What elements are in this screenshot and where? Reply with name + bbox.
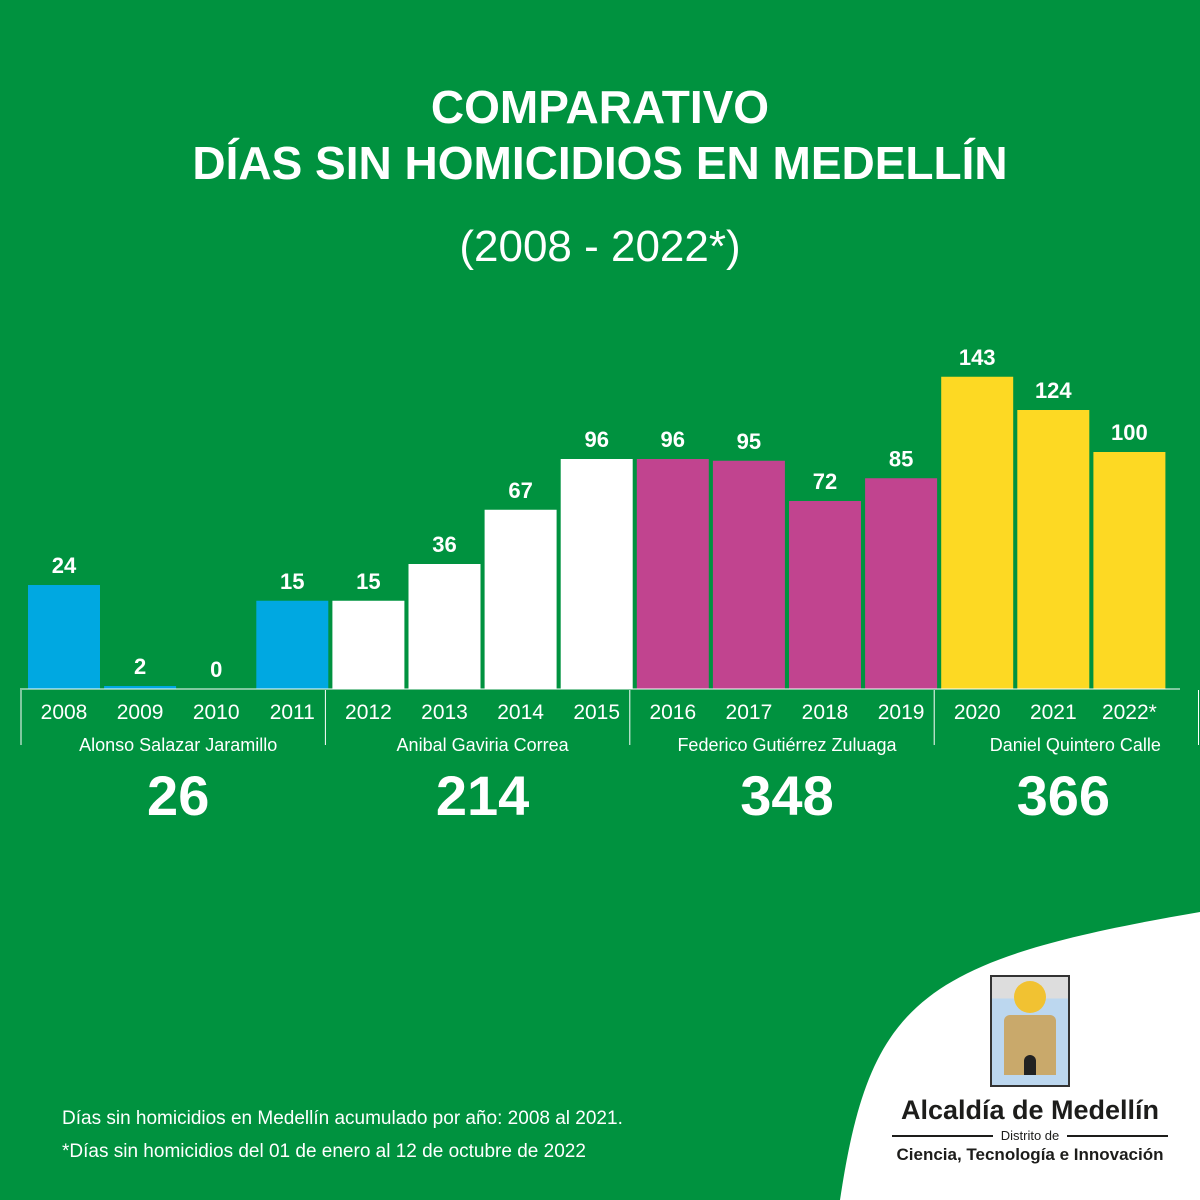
value-label: 24 xyxy=(52,553,77,578)
bar-2016 xyxy=(636,459,709,689)
value-label: 96 xyxy=(661,427,685,452)
mayor-name: Federico Gutiérrez Zuluaga xyxy=(677,735,897,755)
year-label: 2016 xyxy=(649,701,696,724)
bar-2009 xyxy=(104,686,177,689)
value-label: 15 xyxy=(280,569,304,594)
bar-2012 xyxy=(332,600,405,689)
bar-2020 xyxy=(941,376,1014,689)
bar-2014 xyxy=(484,509,557,689)
bar-2013 xyxy=(408,564,481,689)
year-label: 2009 xyxy=(117,701,164,724)
logo-line-3: Ciencia, Tecnología e Innovación xyxy=(896,1145,1164,1164)
mayor-name: Anibal Gaviria Correa xyxy=(397,735,570,755)
year-label: 2015 xyxy=(573,701,620,724)
title-line-2: DÍAS SIN HOMICIDIOS EN MEDELLÍN xyxy=(192,137,1008,189)
bar-2018 xyxy=(789,501,861,689)
value-label: 67 xyxy=(508,478,532,503)
value-label: 2 xyxy=(134,654,146,679)
logo-line-1: Alcaldía de Medellín xyxy=(900,1095,1160,1125)
value-label: 100 xyxy=(1111,420,1148,445)
bar-2015 xyxy=(560,459,633,689)
bar-chart: 24 2008 2 2009 0 2010 15 2011 Alonso Salazar Jar… xyxy=(20,345,1199,827)
bar-2021 xyxy=(1017,410,1090,689)
logo-line-2: Distrito de xyxy=(1000,1128,1060,1143)
mayor-name: Daniel Quintero Calle xyxy=(990,735,1161,755)
footnote-2: *Días sin homicidios del 01 de enero al … xyxy=(62,1141,586,1162)
year-label: 2012 xyxy=(345,701,392,724)
year-label: 2014 xyxy=(497,701,544,724)
value-label: 0 xyxy=(210,657,222,682)
mayor-name: Alonso Salazar Jaramillo xyxy=(79,735,277,755)
footnote-1: Días sin homicidios en Medellín acumulad… xyxy=(62,1108,623,1129)
bar-2008 xyxy=(28,585,100,689)
year-label: 2013 xyxy=(421,701,468,724)
coat-of-arms-icon xyxy=(990,975,1070,1087)
mayor-total: 366 xyxy=(1017,764,1110,827)
value-label: 36 xyxy=(432,532,456,557)
year-label: 2018 xyxy=(802,701,849,724)
value-label: 143 xyxy=(959,345,996,370)
mayor-total: 348 xyxy=(740,764,833,827)
year-label: 2010 xyxy=(193,701,240,724)
value-label: 15 xyxy=(356,569,380,594)
year-label: 2019 xyxy=(878,701,925,724)
year-label: 2020 xyxy=(954,701,1001,724)
mayor-total: 214 xyxy=(436,764,529,827)
value-label: 124 xyxy=(1035,378,1072,403)
bar-2019 xyxy=(865,478,938,689)
value-label: 95 xyxy=(737,429,761,454)
year-label: 2022* xyxy=(1102,701,1157,724)
year-label: 2011 xyxy=(270,701,315,724)
year-label: 2021 xyxy=(1030,701,1077,724)
value-label: 72 xyxy=(813,469,837,494)
value-label: 85 xyxy=(889,446,913,471)
bar-2017 xyxy=(712,460,785,689)
subtitle: (2008 - 2022*) xyxy=(459,222,741,271)
bar-2022* xyxy=(1093,452,1166,689)
year-label: 2008 xyxy=(41,701,88,724)
year-label: 2017 xyxy=(726,701,773,724)
alcaldia-logo: Alcaldía de Medellín Distrito de Ciencia… xyxy=(880,975,1180,1165)
mayor-total: 26 xyxy=(147,764,209,827)
title-line-1: COMPARATIVO xyxy=(430,81,770,133)
value-label: 96 xyxy=(584,427,608,452)
bar-2011 xyxy=(256,600,329,689)
